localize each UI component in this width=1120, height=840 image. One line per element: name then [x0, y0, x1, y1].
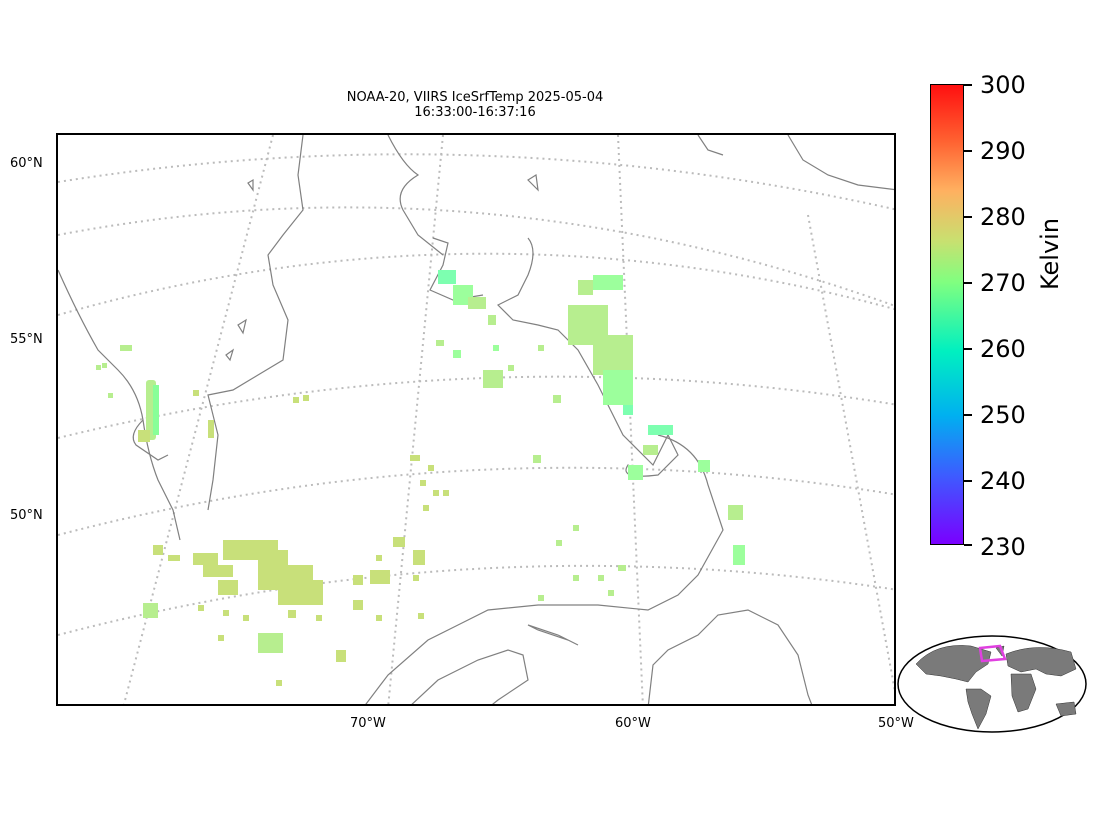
- ice-temperature-pixels: [96, 270, 745, 686]
- inset-globe: [897, 635, 1087, 733]
- world-locator-inset: [896, 634, 1088, 734]
- colorbar-tick-230: [964, 544, 972, 546]
- lon-label-60w: 60°W: [615, 716, 651, 731]
- pixel-cluster-west: [96, 345, 159, 442]
- colorbar-title: Kelvin: [1036, 217, 1064, 290]
- colorbar-label-240: 240: [980, 467, 1026, 495]
- colorbar-label-290: 290: [980, 137, 1026, 165]
- pixel-cluster-north: [436, 270, 514, 388]
- inset-region-box: [978, 644, 1007, 663]
- map-panel[interactable]: [56, 133, 896, 706]
- colorbar-tick-290: [964, 150, 972, 152]
- colorbar-tick-270: [964, 282, 972, 284]
- colorbar-tick-260: [964, 348, 972, 350]
- title-line-1: NOAA-20, VIIRS IceSrfTemp 2025-05-04: [346, 90, 604, 105]
- lat-label-55n: 55°N: [10, 332, 43, 347]
- title-line-2: 16:33:00-16:37:16: [414, 105, 536, 120]
- lon-label-70w: 70°W: [350, 716, 386, 731]
- colorbar-tick-280: [964, 216, 972, 218]
- colorbar: [930, 84, 964, 545]
- colorbar-label-270: 270: [980, 269, 1026, 297]
- pixel-cluster-east: [533, 275, 745, 601]
- graticule: [58, 135, 894, 704]
- lon-label-50w: 50°W: [878, 716, 914, 731]
- map-title: NOAA-20, VIIRS IceSrfTemp 2025-05-04 16:…: [280, 90, 670, 120]
- inset-continents: [915, 645, 1077, 730]
- colorbar-label-280: 280: [980, 203, 1026, 231]
- colorbar-label-250: 250: [980, 401, 1026, 429]
- colorbar-tick-300: [964, 84, 972, 86]
- colorbar-label-230: 230: [980, 533, 1026, 561]
- colorbar-label-300: 300: [980, 71, 1026, 99]
- pixel-cluster-southwest: [143, 537, 425, 686]
- colorbar-tick-240: [964, 480, 972, 482]
- lat-label-60n: 60°N: [10, 156, 43, 171]
- coastlines: [58, 135, 894, 704]
- lat-label-50n: 50°N: [10, 508, 43, 523]
- pixel-cluster-central: [193, 390, 449, 511]
- colorbar-tick-250: [964, 414, 972, 416]
- map-canvas: [58, 135, 894, 704]
- colorbar-label-260: 260: [980, 335, 1026, 363]
